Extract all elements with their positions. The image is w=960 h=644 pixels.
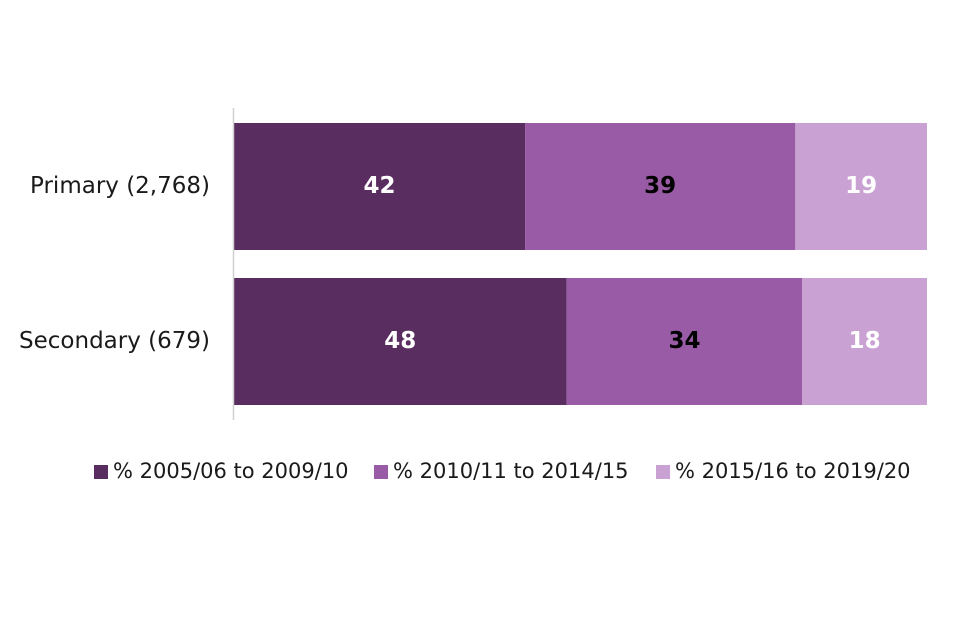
bars-layer: 42 39 19 48 34 18: [234, 123, 927, 405]
bar-segment: [525, 123, 796, 250]
data-label: 39: [644, 173, 676, 199]
legend-label: % 2010/11 to 2014/15: [393, 459, 629, 483]
legend-swatch: [94, 465, 108, 479]
category-label: Secondary (679): [19, 328, 210, 354]
data-label: 34: [668, 328, 700, 354]
bar-segment: [795, 123, 927, 250]
category-labels: Primary (2,768) Secondary (679): [19, 173, 210, 354]
legend-label: % 2015/16 to 2019/20: [675, 459, 911, 483]
data-label: 18: [849, 328, 881, 354]
bar-segment: [566, 278, 803, 405]
bar-segment: [802, 278, 927, 405]
legend-label: % 2005/06 to 2009/10: [113, 459, 349, 483]
bar-segment: [234, 123, 526, 250]
legend-swatch: [656, 465, 670, 479]
data-label: 42: [364, 173, 396, 199]
legend-swatch: [374, 465, 388, 479]
data-label: 48: [384, 328, 416, 354]
data-label: 19: [845, 173, 877, 199]
legend: % 2005/06 to 2009/10 % 2010/11 to 2014/15…: [94, 459, 911, 483]
category-label: Primary (2,768): [30, 173, 210, 199]
bar-segment: [234, 278, 567, 405]
